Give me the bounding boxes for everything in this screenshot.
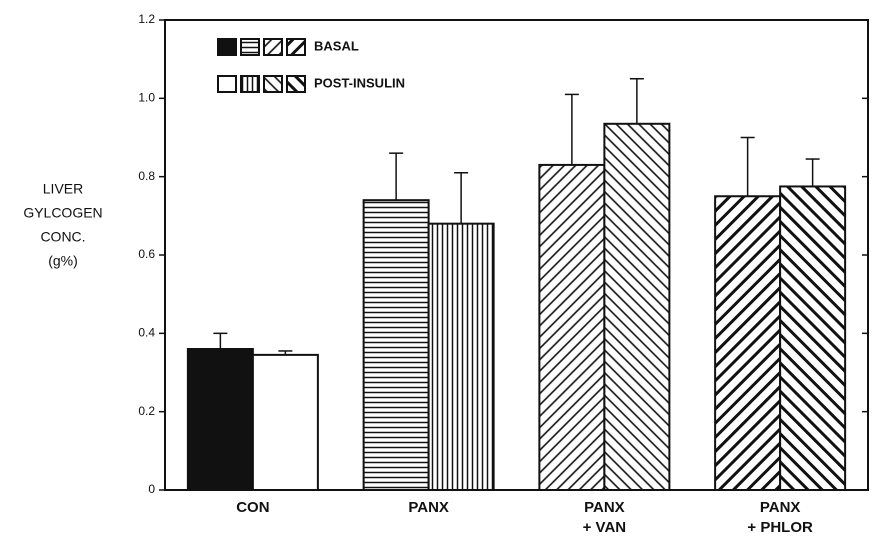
legend-swatch <box>286 38 306 56</box>
y-tick-label: 0.6 <box>138 247 155 261</box>
y-tick-label: 0 <box>148 482 155 496</box>
legend-swatch <box>240 75 260 93</box>
legend-swatch <box>263 75 283 93</box>
x-tick-label: PANX <box>408 499 449 516</box>
bar <box>186 348 254 491</box>
bar <box>603 122 671 492</box>
bar <box>427 222 495 492</box>
legend-swatch <box>286 75 306 93</box>
bar <box>538 163 606 492</box>
x-tick-label: CON <box>236 499 269 516</box>
legend-label: BASAL <box>314 38 359 53</box>
bar <box>362 199 430 492</box>
legend-label: POST-INSULIN <box>314 75 405 90</box>
plot-frame <box>164 19 869 491</box>
y-label-line: CONC. <box>40 229 85 245</box>
y-axis-label: LIVER GYLCOGEN CONC. (g%) <box>23 181 102 269</box>
y-label-line: (g%) <box>48 253 78 269</box>
legend-swatch <box>217 38 237 56</box>
y-tick-label: 0.2 <box>138 404 155 418</box>
y-label-line: GYLCOGEN <box>23 205 102 221</box>
y-tick-label: 0.8 <box>138 169 155 183</box>
x-tick-label: PANX + PHLOR <box>747 499 813 536</box>
y-label-line: LIVER <box>43 181 83 197</box>
y-tick-label: 1.0 <box>138 91 155 105</box>
y-tick-label: 0.4 <box>138 326 155 340</box>
bar <box>779 185 847 491</box>
legend-swatch <box>240 38 260 56</box>
x-tick-label: PANX + VAN <box>583 499 626 536</box>
bar <box>251 353 319 491</box>
bar <box>714 195 782 491</box>
legend-swatch <box>217 75 237 93</box>
legend-swatch <box>263 38 283 56</box>
y-tick-label: 1.2 <box>138 12 155 26</box>
